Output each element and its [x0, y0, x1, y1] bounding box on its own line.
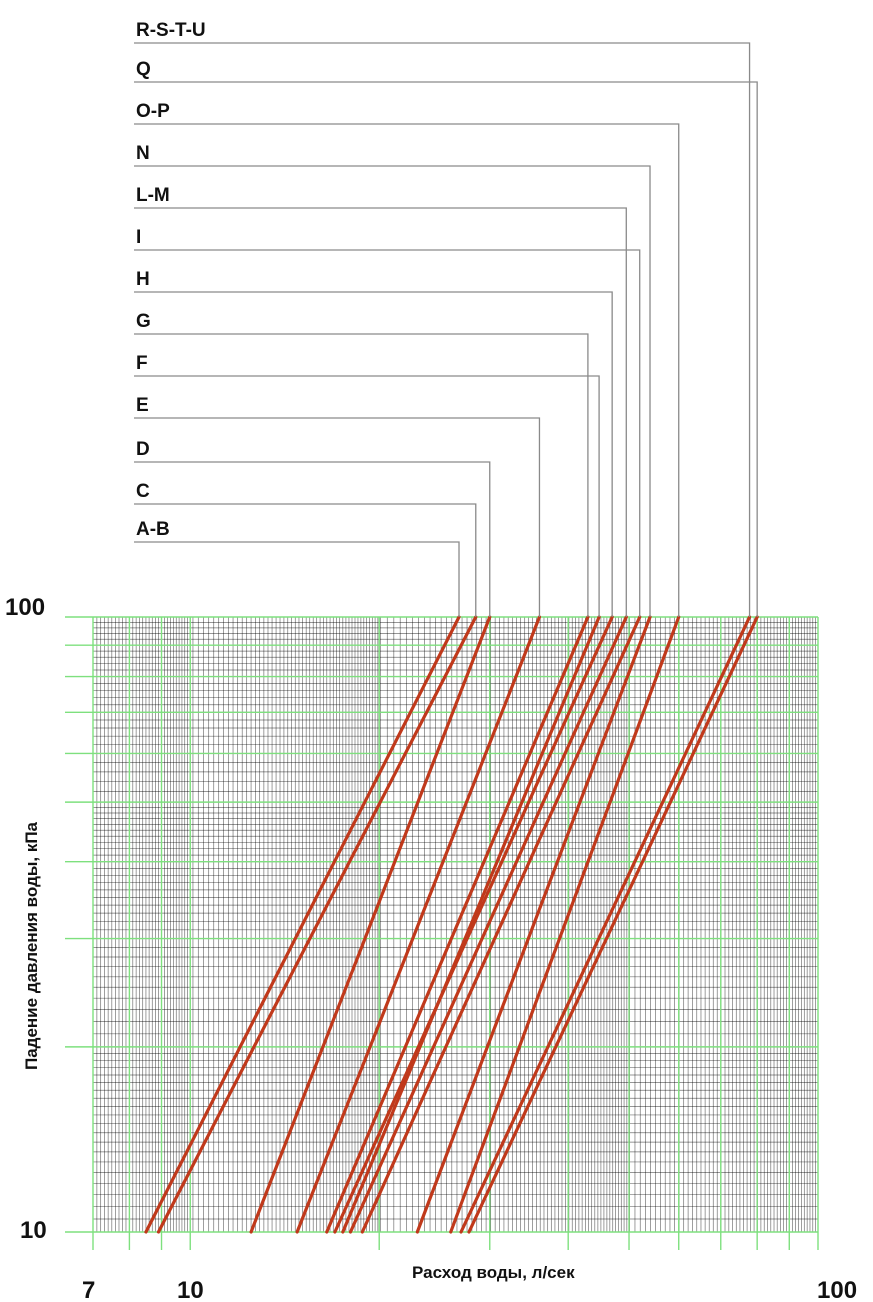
series-label-o-p: O-P [136, 101, 170, 122]
series-label-f: F [136, 353, 148, 374]
series-leader-lines [134, 42, 758, 617]
series-line-l-m [348, 615, 628, 1234]
series-line-c [156, 615, 478, 1234]
series-line-g [325, 615, 590, 1234]
series-label-a-b: A-B [136, 519, 170, 540]
series-line-h [333, 615, 614, 1234]
series-lines [144, 615, 759, 1234]
series-label-q: Q [136, 59, 151, 80]
series-label-e: E [136, 395, 149, 416]
leader-line-a-b [134, 541, 460, 617]
series-label-c: C [136, 481, 150, 502]
x-axis-label: Расход воды, л/сек [412, 1263, 575, 1282]
leader-line-i [134, 249, 641, 617]
series-line-r-s-t-u [459, 615, 752, 1234]
y-axis-label: Падение давления воды, кПа [22, 821, 41, 1070]
series-label-r-s-t-u: R-S-T-U [136, 20, 206, 41]
major-grid [92, 616, 819, 1233]
x-tick-label-10: 10 [177, 1277, 204, 1302]
series-line-o-p [449, 615, 681, 1234]
series-label-l-m: L-M [136, 185, 170, 206]
leader-line-r-s-t-u [134, 42, 751, 617]
leader-line-l-m [134, 207, 627, 617]
leader-line-c [134, 503, 477, 617]
leader-line-o-p [134, 123, 680, 617]
leader-line-d [134, 461, 491, 617]
series-label-i: I [136, 227, 141, 248]
series-line-d [249, 615, 492, 1234]
x-tick-label-7: 7 [82, 1277, 95, 1302]
series-label-d: D [136, 439, 150, 460]
y-tick-label-10: 10 [20, 1217, 47, 1244]
leader-line-g [134, 333, 589, 617]
leader-line-f [134, 375, 600, 617]
series-line-n [415, 615, 652, 1234]
leader-line-e [134, 417, 541, 617]
x-tick-label-100: 100 [817, 1277, 857, 1302]
series-line-q [467, 615, 759, 1234]
series-line-f [341, 615, 601, 1234]
series-label-h: H [136, 269, 150, 290]
axis-ticks [65, 616, 819, 1250]
leader-line-n [134, 165, 651, 617]
series-label-n: N [136, 143, 150, 164]
series-line-a-b [144, 615, 461, 1234]
series-label-g: G [136, 311, 151, 332]
y-tick-label-100: 100 [5, 594, 45, 621]
series-line-e [295, 615, 542, 1234]
leader-line-h [134, 291, 613, 617]
leader-line-q [134, 81, 758, 617]
series-line-i [360, 615, 642, 1234]
